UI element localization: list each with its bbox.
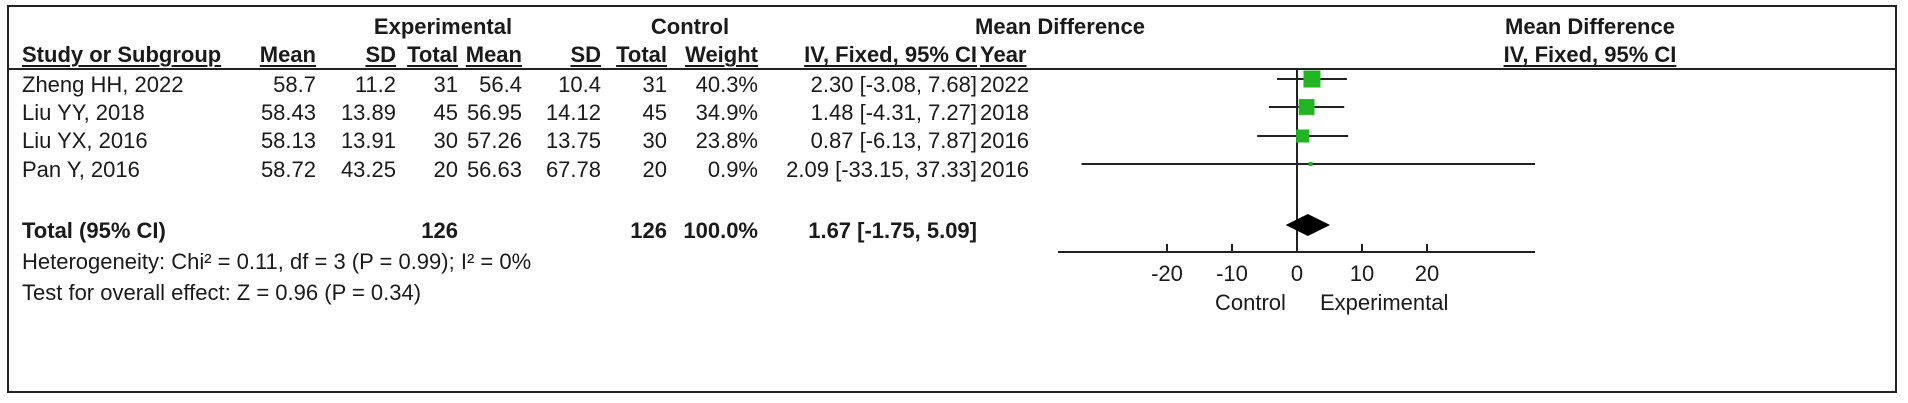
study-effect-marker: [1296, 129, 1310, 143]
pooled-effect-diamond: [1285, 214, 1331, 236]
mean-difference-header: Mean Difference: [975, 14, 1145, 39]
study-year: 2018: [980, 100, 1029, 125]
ctl-sd: 13.75: [545, 128, 601, 153]
study-name: Liu YX, 2016: [22, 128, 148, 153]
total-exp-n: 126: [421, 218, 458, 243]
ctl-mean-header: Mean: [465, 42, 522, 67]
exp-total: 31: [433, 72, 458, 97]
exp-mean: 58.13: [260, 128, 316, 153]
study-weight: 40.3%: [695, 72, 758, 97]
study-year: 2016: [980, 157, 1029, 182]
header-divider: [9, 68, 1895, 70]
exp-sd: 11.2: [354, 72, 396, 97]
study-ci: 2.30 [-3.08, 7.68]: [810, 72, 977, 97]
exp-sd: 13.89: [340, 100, 396, 125]
study-ci: 0.87 [-6.13, 7.87]: [810, 128, 977, 153]
exp-mean: 58.43: [260, 100, 316, 125]
axis-label-experimental: Experimental: [1320, 290, 1449, 315]
exp-total: 20: [433, 157, 458, 182]
study-ci: 2.09 [-33.15, 37.33]: [786, 157, 977, 182]
ctl-mean: 56.95: [466, 100, 522, 125]
study-weight: 0.9%: [707, 157, 758, 182]
ctl-total: 20: [642, 157, 667, 182]
ctl-total: 30: [642, 128, 667, 153]
ctl-sd: 10.4: [558, 72, 601, 97]
ctl-mean: 56.4: [479, 72, 522, 97]
total-ci: 1.67 [-1.75, 5.09]: [808, 218, 977, 243]
method-plot-header: IV, Fixed, 95% CI: [1503, 42, 1677, 67]
exp-total: 45: [433, 100, 458, 125]
study-weight: 34.9%: [695, 100, 758, 125]
axis-label-control: Control: [1215, 290, 1286, 315]
study-name: Zheng HH, 2022: [22, 72, 184, 97]
ctl-total-header: Total: [616, 42, 667, 67]
study-effect-marker: [1308, 162, 1313, 166]
method-header: IV, Fixed, 95% CI: [804, 42, 977, 67]
forest-plot-frame: [7, 5, 1897, 393]
weight-header: Weight: [685, 42, 758, 67]
study-weight: 23.8%: [695, 128, 758, 153]
study-effect-marker: [1303, 70, 1321, 88]
total-weight: 100.0%: [683, 218, 758, 243]
exp-sd-header: SD: [365, 42, 396, 67]
exp-sd: 13.91: [340, 128, 396, 153]
study-name: Pan Y, 2016: [22, 157, 140, 182]
ctl-sd-header: SD: [570, 42, 601, 67]
year-header: Year: [980, 42, 1027, 67]
exp-total-header: Total: [407, 42, 458, 67]
exp-mean: 58.72: [260, 157, 316, 182]
study-year: 2016: [980, 128, 1029, 153]
x-tick-label: 10: [1350, 261, 1374, 286]
mean-difference-plot-header: Mean Difference: [1505, 14, 1675, 39]
total-ctl-n: 126: [630, 218, 667, 243]
control-group-header: Control: [650, 14, 730, 39]
study-column-header: Study or Subgroup: [22, 42, 222, 67]
study-effect-marker: [1298, 99, 1315, 115]
x-tick-label: 0: [1291, 261, 1303, 286]
experimental-group-header: Experimental: [373, 14, 513, 39]
ctl-total: 45: [642, 100, 667, 125]
ctl-mean: 57.26: [466, 128, 522, 153]
ctl-sd: 67.78: [545, 157, 601, 182]
x-tick-label: -20: [1151, 261, 1183, 286]
ctl-mean: 56.63: [466, 157, 522, 182]
study-year: 2022: [980, 72, 1029, 97]
study-ci: 1.48 [-4.31, 7.27]: [810, 100, 977, 125]
exp-total: 30: [433, 128, 458, 153]
total-label: Total (95% CI): [22, 218, 166, 243]
exp-sd: 43.25: [340, 157, 396, 182]
study-name: Liu YY, 2018: [22, 100, 145, 125]
heterogeneity-stat: Heterogeneity: Chi² = 0.11, df = 3 (P = …: [22, 249, 532, 274]
x-tick-label: 20: [1415, 261, 1439, 286]
ctl-sd: 14.12: [545, 100, 601, 125]
exp-mean: 58.7: [273, 72, 316, 97]
ctl-total: 31: [642, 72, 667, 97]
exp-mean-header: Mean: [259, 42, 316, 67]
x-tick-label: -10: [1216, 261, 1248, 286]
overall-effect-stat: Test for overall effect: Z = 0.96 (P = 0…: [22, 280, 422, 305]
